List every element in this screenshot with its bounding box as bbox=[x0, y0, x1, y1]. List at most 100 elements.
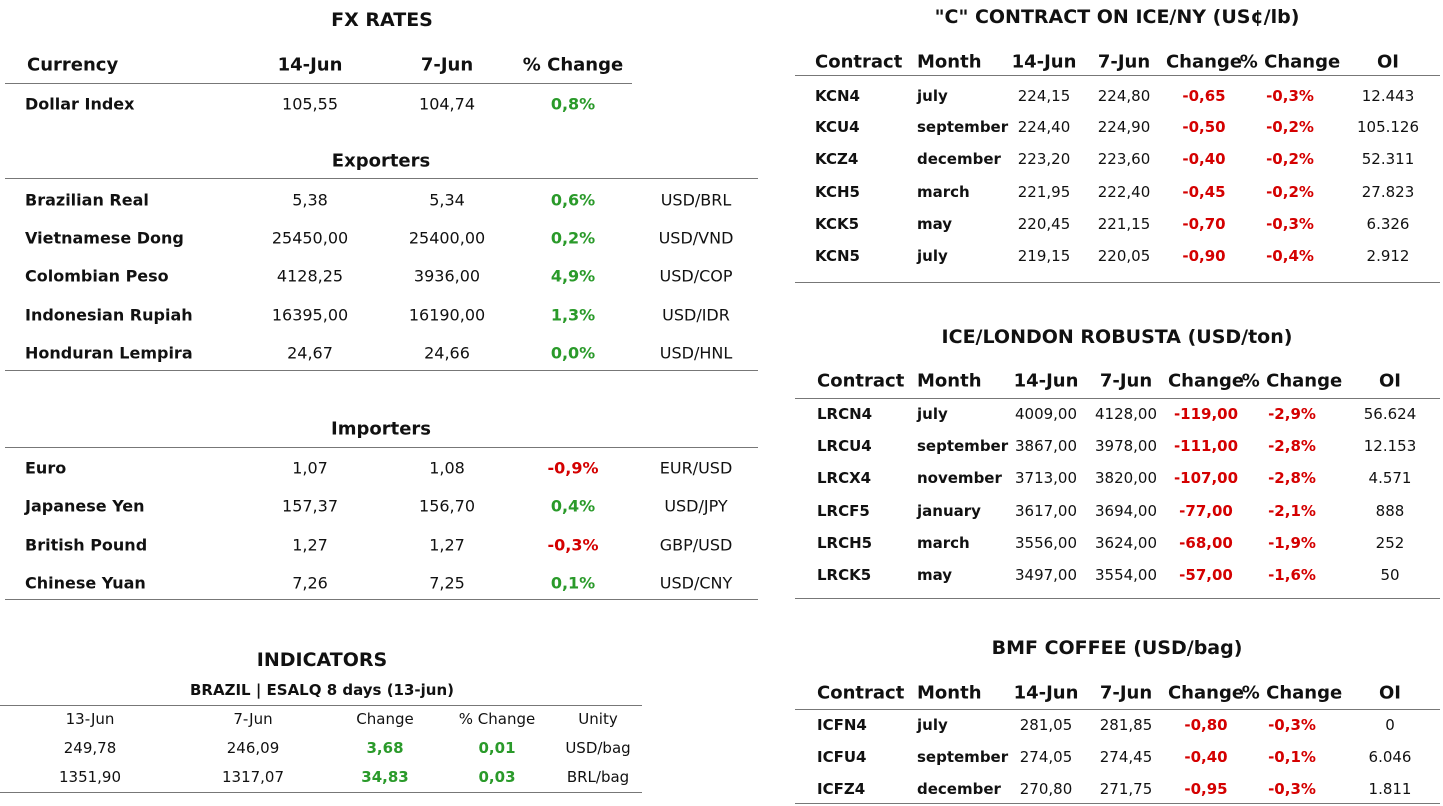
rule bbox=[795, 803, 1440, 804]
table-cell: LRCU4 bbox=[817, 437, 872, 455]
table-cell: 0 bbox=[1385, 716, 1395, 734]
column-header: 13-Jun bbox=[65, 710, 115, 728]
column-header: Change bbox=[1167, 370, 1245, 392]
table-cell: 274,45 bbox=[1099, 748, 1153, 766]
table-cell: july bbox=[917, 716, 948, 734]
rule bbox=[5, 599, 758, 600]
rule bbox=[0, 792, 642, 793]
table-cell: -0,80 bbox=[1184, 716, 1228, 734]
table-cell: 6.326 bbox=[1366, 215, 1410, 233]
table-cell: Colombian Peso bbox=[25, 266, 169, 286]
rule bbox=[795, 75, 1440, 76]
table-cell: USD/CNY bbox=[659, 573, 733, 593]
table-cell: 156,70 bbox=[419, 496, 475, 516]
rule bbox=[5, 178, 758, 179]
column-header: Change bbox=[356, 710, 414, 728]
table-cell: 222,40 bbox=[1097, 183, 1151, 201]
table-cell: -68,00 bbox=[1179, 534, 1233, 552]
table-cell: 0,01 bbox=[478, 739, 516, 757]
table-cell: -0,95 bbox=[1184, 780, 1228, 798]
table-cell: 3624,00 bbox=[1094, 534, 1158, 552]
column-header: OI bbox=[1379, 682, 1401, 704]
table-cell: 7,25 bbox=[429, 573, 465, 593]
table-cell: ICFN4 bbox=[817, 716, 867, 734]
table-cell: -0,50 bbox=[1182, 118, 1226, 136]
table-cell: 1,07 bbox=[292, 458, 328, 478]
table-cell: 270,80 bbox=[1019, 780, 1073, 798]
table-cell: 16190,00 bbox=[408, 305, 486, 325]
table-cell: USD/BRL bbox=[660, 190, 732, 210]
table-cell: 3556,00 bbox=[1014, 534, 1078, 552]
section-title: "C" CONTRACT ON ICE/NY (US¢/lb) bbox=[934, 6, 1300, 28]
section-title: ICE/LONDON ROBUSTA (USD/ton) bbox=[941, 326, 1293, 348]
table-cell: -0,2% bbox=[1266, 183, 1314, 201]
table-cell: -2,9% bbox=[1268, 405, 1316, 423]
table-cell: Chinese Yuan bbox=[25, 573, 146, 593]
table-cell: USD/HNL bbox=[659, 343, 733, 363]
column-header: % Change bbox=[458, 710, 536, 728]
column-header: Month bbox=[917, 370, 982, 392]
table-cell: -0,4% bbox=[1266, 247, 1314, 265]
table-cell: 224,15 bbox=[1017, 87, 1071, 105]
table-cell: 0,2% bbox=[550, 228, 596, 248]
table-cell: september bbox=[917, 118, 1009, 136]
table-cell: 4,9% bbox=[550, 266, 596, 286]
group-title: Exporters bbox=[331, 150, 431, 172]
table-cell: 249,78 bbox=[63, 739, 117, 757]
column-header: Month bbox=[917, 51, 982, 73]
table-cell: Brazilian Real bbox=[25, 190, 149, 210]
table-cell: -57,00 bbox=[1179, 566, 1233, 584]
table-cell: 4128,25 bbox=[276, 266, 344, 286]
table-cell: -0,3% bbox=[1266, 215, 1314, 233]
table-cell: -0,3% bbox=[1266, 87, 1314, 105]
table-cell: -0,9% bbox=[547, 458, 599, 478]
table-cell: september bbox=[917, 437, 1009, 455]
column-header: % Change bbox=[1241, 682, 1343, 704]
table-cell: 4009,00 bbox=[1014, 405, 1078, 423]
table-cell: 0,4% bbox=[550, 496, 596, 516]
table-cell: -111,00 bbox=[1173, 437, 1239, 455]
table-cell: 0,6% bbox=[550, 190, 596, 210]
table-cell: 1,3% bbox=[550, 305, 596, 325]
column-header: Currency bbox=[27, 54, 119, 76]
subtitle: BRAZIL | ESALQ 8 days (13-jun) bbox=[189, 681, 455, 699]
table-cell: 24,67 bbox=[287, 343, 333, 363]
table-cell: -1,6% bbox=[1268, 566, 1316, 584]
column-header: Contract bbox=[817, 370, 905, 392]
column-header: Change bbox=[1165, 51, 1243, 73]
table-cell: september bbox=[917, 748, 1009, 766]
table-cell: 34,83 bbox=[361, 768, 409, 786]
table-cell: LRCF5 bbox=[817, 502, 870, 520]
table-cell: -2,8% bbox=[1268, 437, 1316, 455]
table-cell: -0,65 bbox=[1182, 87, 1226, 105]
table-cell: 246,09 bbox=[226, 739, 280, 757]
column-header: 14-Jun bbox=[1011, 51, 1077, 73]
table-cell: -2,1% bbox=[1268, 502, 1316, 520]
table-cell: Euro bbox=[25, 458, 67, 478]
table-cell: 0,8% bbox=[550, 94, 596, 114]
table-cell: ICFZ4 bbox=[817, 780, 866, 798]
table-cell: 24,66 bbox=[424, 343, 470, 363]
table-cell: 252 bbox=[1375, 534, 1405, 552]
table-cell: -0,40 bbox=[1184, 748, 1228, 766]
table-cell: 104,74 bbox=[419, 94, 475, 114]
table-cell: 1351,90 bbox=[58, 768, 122, 786]
rule bbox=[795, 398, 1440, 399]
table-cell: Vietnamese Dong bbox=[25, 228, 184, 248]
table-cell: 219,15 bbox=[1017, 247, 1071, 265]
table-cell: july bbox=[917, 87, 948, 105]
table-cell: LRCK5 bbox=[817, 566, 872, 584]
section-title: BMF COFFEE (USD/bag) bbox=[991, 637, 1243, 659]
table-cell: 12.443 bbox=[1361, 87, 1415, 105]
column-header: 7-Jun bbox=[1097, 51, 1151, 73]
table-cell: KCN4 bbox=[815, 87, 860, 105]
rule bbox=[795, 598, 1440, 599]
table-cell: British Pound bbox=[25, 535, 148, 555]
rule bbox=[5, 370, 758, 371]
group-title: Importers bbox=[331, 418, 431, 440]
table-cell: -77,00 bbox=[1179, 502, 1233, 520]
table-cell: -0,45 bbox=[1182, 183, 1226, 201]
column-header: 7-Jun bbox=[233, 710, 273, 728]
table-cell: -0,40 bbox=[1182, 150, 1226, 168]
table-cell: 5,38 bbox=[292, 190, 328, 210]
